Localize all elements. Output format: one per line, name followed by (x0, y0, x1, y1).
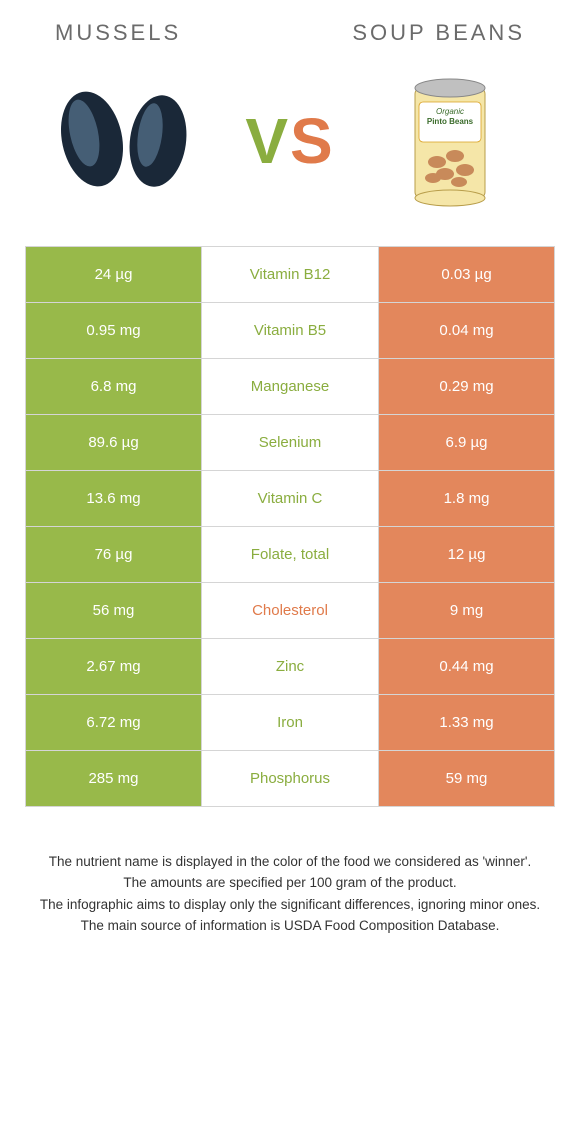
right-value-cell: 0.03 µg (379, 247, 554, 302)
nutrient-label-cell: Manganese (201, 359, 379, 414)
table-row: 285 mgPhosphorus59 mg (25, 751, 555, 807)
footer-line-2: The amounts are specified per 100 gram o… (30, 873, 550, 893)
table-row: 0.95 mgVitamin B50.04 mg (25, 303, 555, 359)
left-food-title: MUSSELS (55, 20, 181, 46)
nutrient-label-cell: Phosphorus (201, 751, 379, 806)
nutrient-label-cell: Folate, total (201, 527, 379, 582)
left-value-cell: 13.6 mg (26, 471, 201, 526)
vs-s-letter: S (290, 105, 335, 177)
left-value-cell: 2.67 mg (26, 639, 201, 694)
nutrient-label-cell: Zinc (201, 639, 379, 694)
infographic-container: MUSSELS SOUP BEANS VS Organic Pinto Bean… (0, 0, 580, 967)
table-row: 13.6 mgVitamin C1.8 mg (25, 471, 555, 527)
nutrient-label-cell: Vitamin B5 (201, 303, 379, 358)
footer-line-4: The main source of information is USDA F… (30, 916, 550, 936)
right-value-cell: 0.29 mg (379, 359, 554, 414)
left-value-cell: 24 µg (26, 247, 201, 302)
nutrient-label-cell: Cholesterol (201, 583, 379, 638)
left-value-cell: 76 µg (26, 527, 201, 582)
footer-line-3: The infographic aims to display only the… (30, 895, 550, 915)
right-food-title: SOUP BEANS (352, 20, 525, 46)
right-value-cell: 0.04 mg (379, 303, 554, 358)
table-row: 89.6 µgSelenium6.9 µg (25, 415, 555, 471)
table-row: 6.8 mgManganese0.29 mg (25, 359, 555, 415)
right-value-cell: 9 mg (379, 583, 554, 638)
left-value-cell: 56 mg (26, 583, 201, 638)
footer-notes: The nutrient name is displayed in the co… (25, 852, 555, 936)
nutrient-label-cell: Vitamin C (201, 471, 379, 526)
right-value-cell: 12 µg (379, 527, 554, 582)
svg-text:Organic: Organic (436, 107, 464, 116)
can-icon: Organic Pinto Beans (395, 74, 505, 209)
vs-label: VS (245, 104, 334, 178)
svg-text:Pinto Beans: Pinto Beans (427, 117, 474, 126)
right-value-cell: 0.44 mg (379, 639, 554, 694)
beans-can-image: Organic Pinto Beans (370, 76, 530, 206)
left-value-cell: 6.72 mg (26, 695, 201, 750)
table-row: 76 µgFolate, total12 µg (25, 527, 555, 583)
table-row: 56 mgCholesterol9 mg (25, 583, 555, 639)
left-value-cell: 89.6 µg (26, 415, 201, 470)
table-row: 24 µgVitamin B120.03 µg (25, 247, 555, 303)
footer-line-1: The nutrient name is displayed in the co… (30, 852, 550, 872)
images-row: VS Organic Pinto Beans (25, 71, 555, 211)
comparison-table: 24 µgVitamin B120.03 µg0.95 mgVitamin B5… (25, 246, 555, 807)
nutrient-label-cell: Iron (201, 695, 379, 750)
left-value-cell: 0.95 mg (26, 303, 201, 358)
vs-v-letter: V (245, 105, 290, 177)
right-value-cell: 1.33 mg (379, 695, 554, 750)
left-value-cell: 6.8 mg (26, 359, 201, 414)
table-row: 2.67 mgZinc0.44 mg (25, 639, 555, 695)
mussels-icon (50, 81, 210, 201)
mussels-image (50, 76, 210, 206)
nutrient-label-cell: Vitamin B12 (201, 247, 379, 302)
header-row: MUSSELS SOUP BEANS (25, 20, 555, 46)
nutrient-label-cell: Selenium (201, 415, 379, 470)
table-row: 6.72 mgIron1.33 mg (25, 695, 555, 751)
right-value-cell: 1.8 mg (379, 471, 554, 526)
right-value-cell: 59 mg (379, 751, 554, 806)
left-value-cell: 285 mg (26, 751, 201, 806)
right-value-cell: 6.9 µg (379, 415, 554, 470)
